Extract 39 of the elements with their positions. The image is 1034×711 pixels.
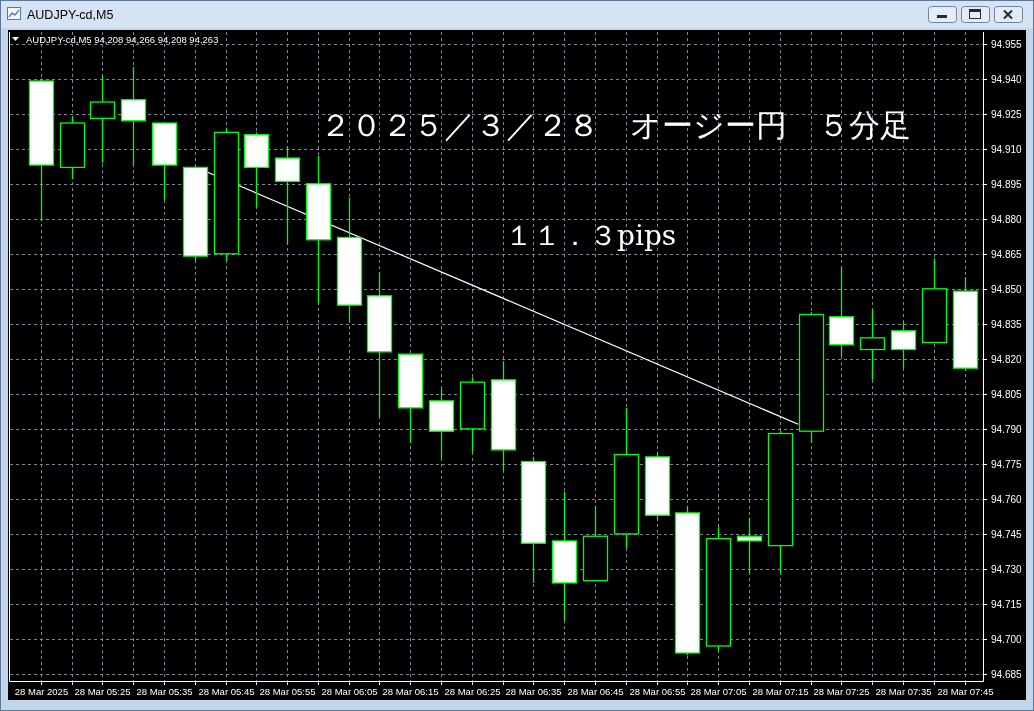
chart-title: AUDJPY-cd,M5 bbox=[27, 8, 114, 22]
x-tick-label: 28 Mar 05:35 bbox=[136, 686, 193, 697]
chart-subtitle: AUDJPY-cd,M5 94,208 94,266 94,208 94,263 bbox=[26, 34, 219, 45]
y-tick-label: 94.850 bbox=[991, 284, 1023, 295]
x-tick-label: 28 Mar 06:15 bbox=[382, 686, 439, 697]
x-tick-label: 28 Mar 05:45 bbox=[198, 686, 255, 697]
x-tick-label: 28 Mar 07:35 bbox=[875, 686, 932, 697]
x-tick-label: 28 Mar 05:55 bbox=[259, 686, 316, 697]
y-tick-label: 94.865 bbox=[991, 249, 1023, 260]
y-tick-label: 94.730 bbox=[991, 564, 1023, 575]
y-tick-label: 94.745 bbox=[991, 529, 1023, 540]
y-tick-label: 94.925 bbox=[991, 109, 1023, 120]
y-tick-label: 94.940 bbox=[991, 74, 1023, 85]
y-tick-label: 94.700 bbox=[991, 634, 1023, 645]
x-tick-label: 28 Mar 06:25 bbox=[444, 686, 501, 697]
y-tick-label: 94.910 bbox=[991, 144, 1023, 155]
y-tick-label: 94.775 bbox=[991, 459, 1023, 470]
y-tick-label: 94.715 bbox=[991, 599, 1023, 610]
y-tick-label: 94.820 bbox=[991, 354, 1023, 365]
annotation: １１．３pips bbox=[505, 219, 677, 252]
y-tick-label: 94.880 bbox=[991, 214, 1023, 225]
y-tick-label: 94.805 bbox=[991, 389, 1023, 400]
x-tick-label: 28 Mar 06:55 bbox=[629, 686, 686, 697]
x-tick-label: 28 Mar 06:35 bbox=[505, 686, 562, 697]
x-tick-label: 28 Mar 07:45 bbox=[937, 686, 994, 697]
y-tick-label: 94.835 bbox=[991, 319, 1023, 330]
x-tick-label: 28 Mar 07:05 bbox=[690, 686, 747, 697]
y-tick-label: 94.760 bbox=[991, 494, 1023, 505]
y-tick-label: 94.790 bbox=[991, 424, 1023, 435]
x-tick-label: 28 Mar 07:15 bbox=[752, 686, 809, 697]
annotation: ２０２５／３／２８ オージー円 ５分足 bbox=[320, 107, 911, 143]
y-tick-label: 94.955 bbox=[991, 39, 1023, 50]
x-tick-label: 28 Mar 06:45 bbox=[567, 686, 624, 697]
y-tick-label: 94.685 bbox=[991, 669, 1023, 680]
x-tick-label: 28 Mar 06:05 bbox=[321, 686, 378, 697]
x-tick-label: 28 Mar 07:25 bbox=[813, 686, 870, 697]
x-tick-label: 28 Mar 05:25 bbox=[74, 686, 131, 697]
y-tick-label: 94.895 bbox=[991, 179, 1023, 190]
x-tick-label: 28 Mar 2025 bbox=[14, 686, 69, 697]
